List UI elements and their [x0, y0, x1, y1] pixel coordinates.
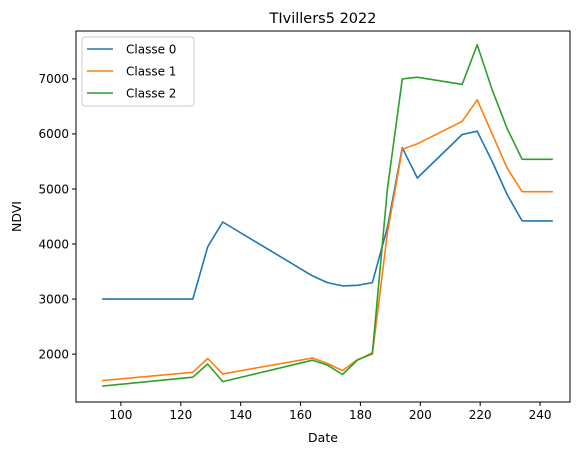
legend-label-2: Classe 2: [126, 87, 176, 101]
y-tick-label: 7000: [38, 72, 69, 86]
y-axis-ticks: 2000 3000 4000 5000 6000 7000: [38, 72, 76, 361]
series-line-2: [102, 43, 553, 387]
x-tick-label: 180: [349, 408, 372, 422]
x-tick-label: 120: [169, 408, 192, 422]
series-line-0: [102, 130, 553, 300]
legend-items: Classe 0 Classe 1 Classe 2: [87, 43, 176, 101]
x-tick-label: 140: [229, 408, 252, 422]
x-tick-label: 220: [469, 408, 492, 422]
x-tick-label: 240: [529, 408, 552, 422]
y-tick-label: 5000: [38, 182, 69, 196]
series-line-1: [102, 99, 553, 382]
x-tick-label: 200: [409, 408, 432, 422]
x-tick-label: 100: [109, 408, 132, 422]
legend-label-0: Classe 0: [126, 43, 176, 57]
y-tick-label: 6000: [38, 127, 69, 141]
chart-title: TIvillers5 2022: [269, 11, 377, 27]
x-axis-label: Date: [308, 430, 338, 445]
x-tick-label: 160: [289, 408, 312, 422]
legend: Classe 0 Classe 1 Classe 2: [81, 36, 195, 107]
y-axis-label: NDVI: [9, 201, 24, 232]
legend-box: [81, 36, 195, 107]
plot-frame: [75, 30, 571, 403]
series-lines: [102, 43, 553, 387]
y-tick-label: 4000: [38, 237, 69, 251]
x-axis-ticks: 100 120 140 160 180 200 220 240: [109, 402, 552, 422]
legend-label-1: Classe 1: [126, 65, 176, 79]
y-tick-label: 3000: [38, 292, 69, 306]
y-tick-label: 2000: [38, 347, 69, 361]
